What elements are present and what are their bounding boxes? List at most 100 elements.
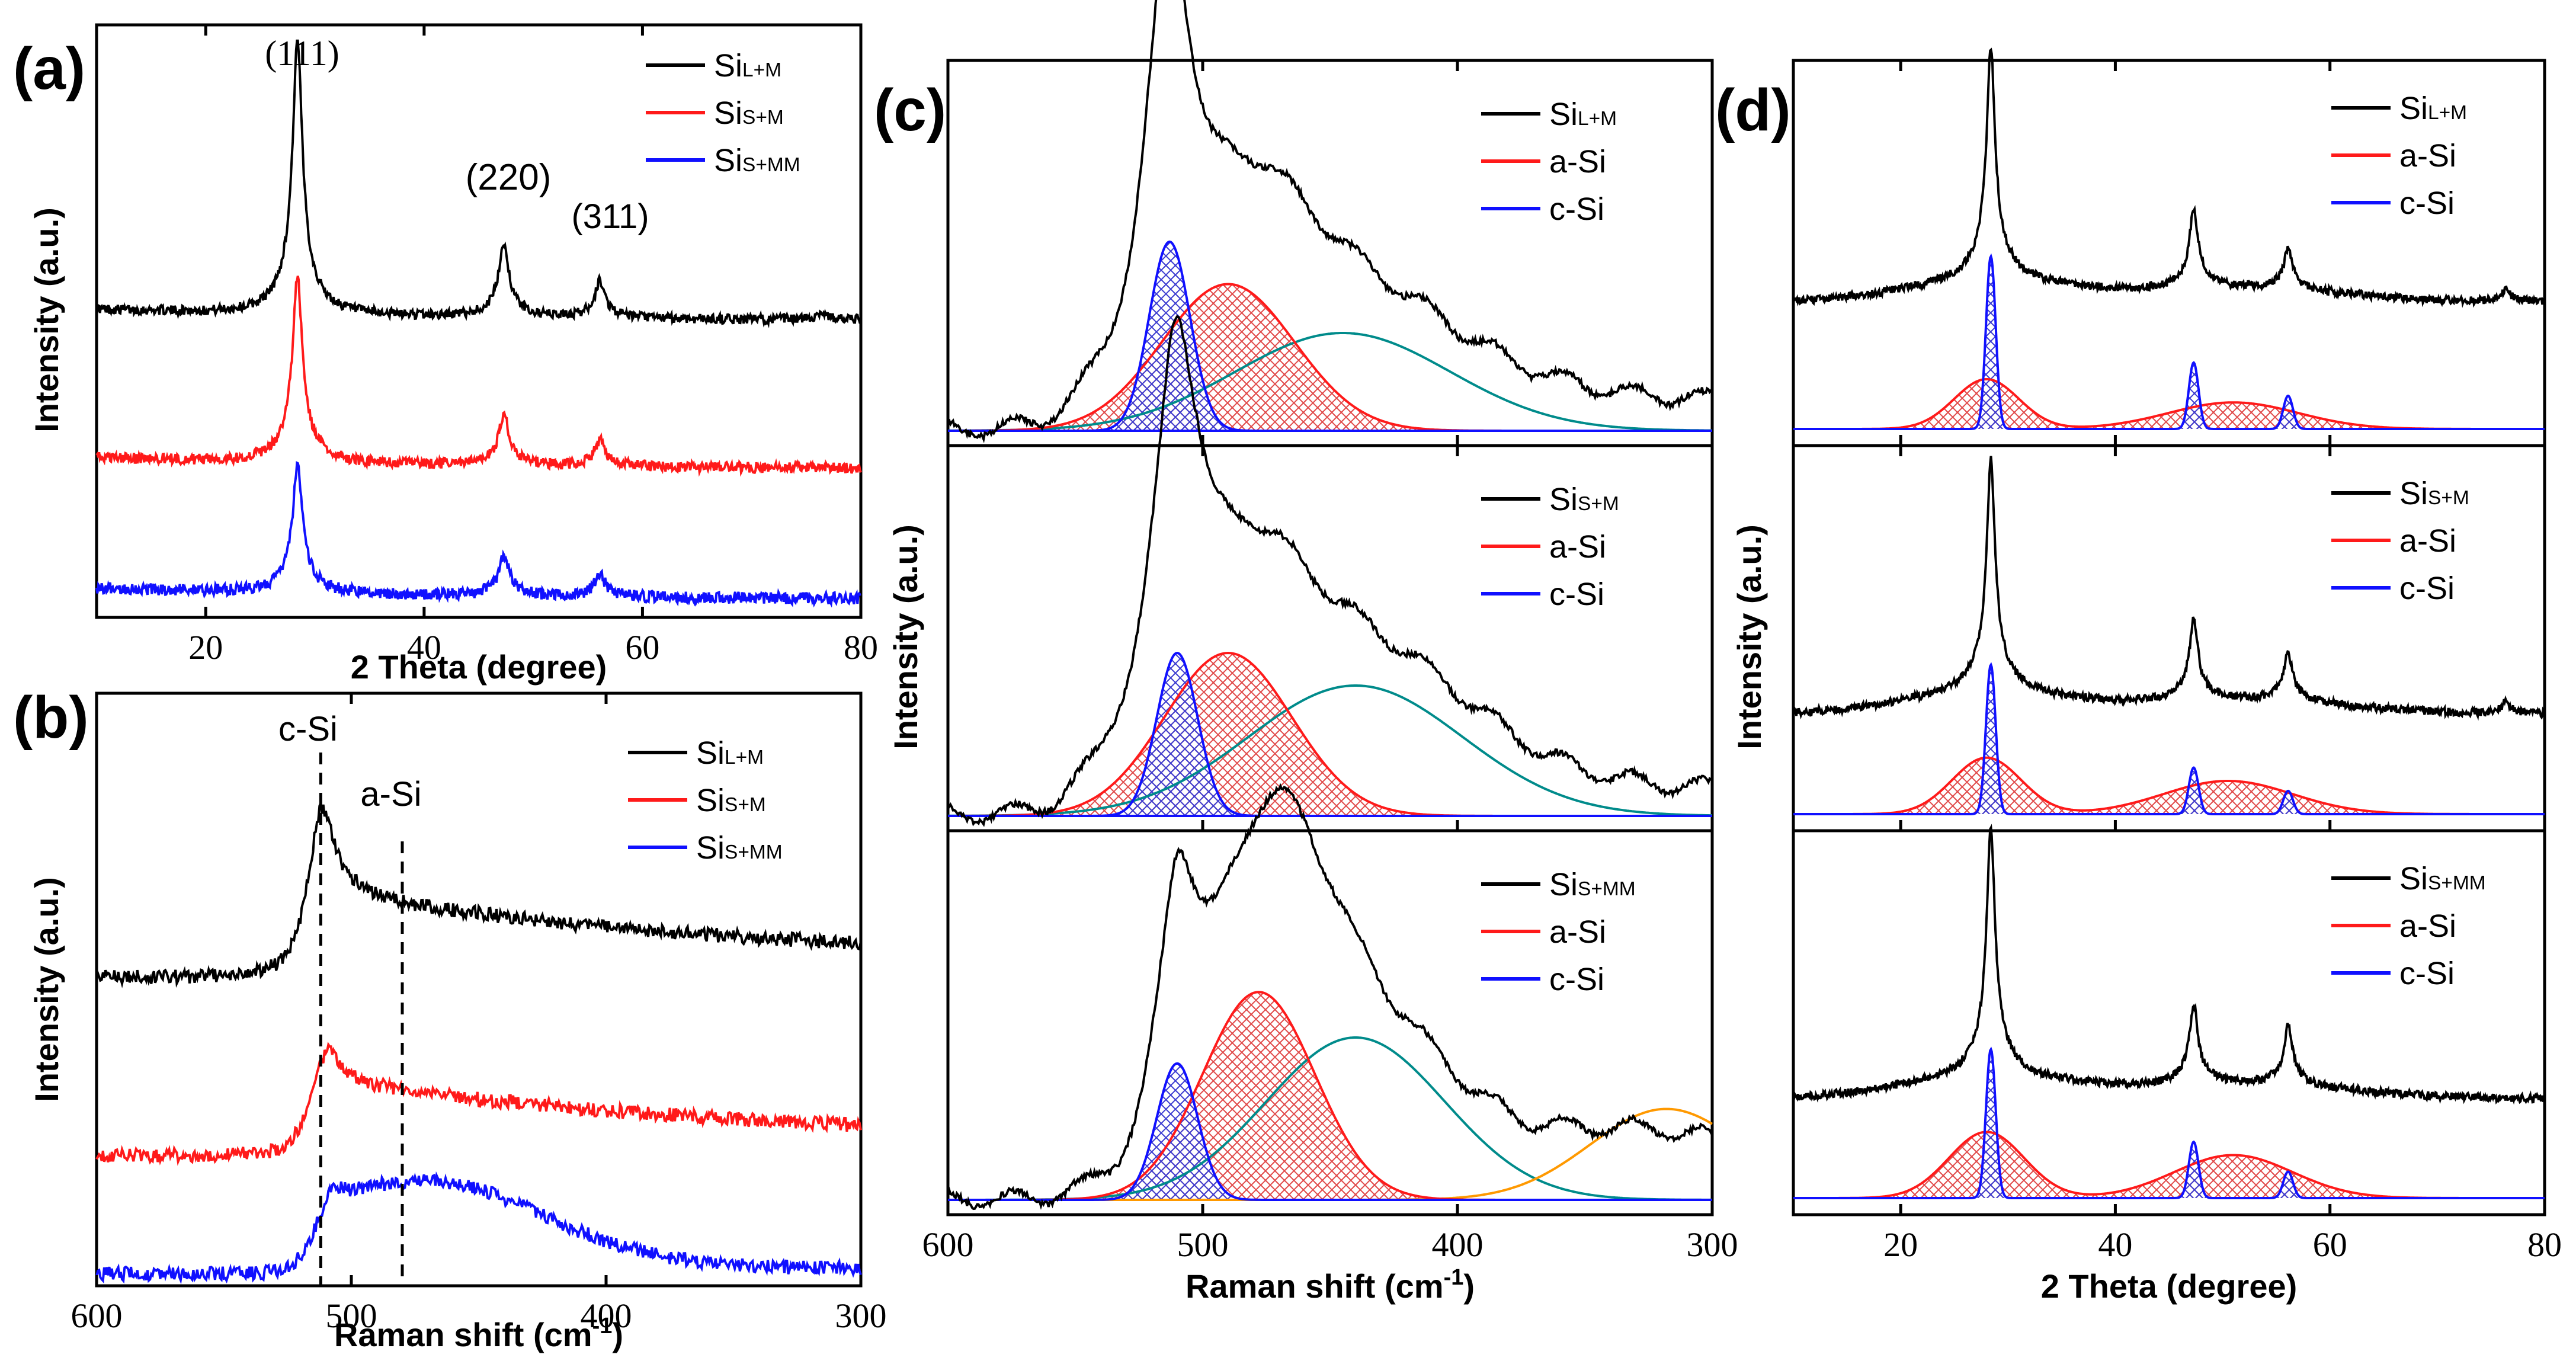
c-ticklabel-300: 300: [1687, 1225, 1738, 1264]
panel-c-ticks: 600 500 400 300: [922, 60, 1738, 1264]
panel-b-frame: [95, 691, 863, 1288]
legend-c-2-label-2: c-Si: [1549, 577, 1604, 612]
legend-a-label-0-base: Si: [714, 48, 742, 84]
legend-b-label-1-sub: S+M: [725, 794, 766, 816]
series-a-0: [95, 39, 862, 329]
legend-d-1-label-0-base: Si: [2399, 91, 2428, 126]
peak-label-111: (111): [265, 34, 339, 73]
panel-label-b: (b): [13, 684, 89, 751]
legend-b-label-2-sub: S+MM: [725, 841, 783, 863]
d-measured-1: [1792, 47, 2546, 308]
panel-b-series: [95, 798, 862, 1285]
peak-label-220: (220): [466, 157, 552, 198]
panel-d-ticks: 20 40 60 80: [1883, 60, 2562, 1264]
c-c-si-fit-3: [948, 1062, 1712, 1201]
panel-c-ylabel: Intensity (a.u.): [887, 524, 924, 750]
a-ticklabel-60: 60: [625, 628, 659, 667]
c-ticklabel-400: 400: [1432, 1225, 1484, 1264]
legend-b-label-0-base: Si: [696, 735, 725, 771]
c-teal-fit-2: [948, 684, 1712, 817]
marker-label-c-si: c-Si: [278, 710, 338, 748]
d-ticklabel-20: 20: [1883, 1225, 1918, 1264]
c-ticklabel-500: 500: [1177, 1225, 1229, 1264]
panel-a-series: [95, 39, 862, 608]
legend-a-label-1-base: Si: [714, 95, 742, 131]
legend-d-2-label-0: SiS+M: [2399, 476, 2469, 511]
legend-d-3-label-0: SiS+MM: [2399, 861, 2486, 896]
panel-c-xlabel: Raman shift (cm-1): [1186, 1265, 1475, 1305]
legend-c-1-label-0-base: Si: [1549, 97, 1578, 132]
d-ticklabel-40: 40: [2098, 1225, 2132, 1264]
legend-d-2-label-1: a-Si: [2399, 523, 2456, 559]
peak-label-311: (311): [571, 197, 649, 236]
panel-c-xlabel-end: ): [1463, 1267, 1475, 1305]
panel-a-xlabel: 2 Theta (degree): [351, 648, 607, 686]
d-measured-2: [1792, 456, 2546, 721]
b-ticklabel-300: 300: [835, 1296, 887, 1335]
d-a-si-fill-3: [1793, 1132, 2545, 1198]
panel-d-subplot-1: SiL+M a-Si c-Si: [1792, 47, 2546, 430]
d-ticklabel-80: 80: [2527, 1225, 2562, 1264]
series-b-1: [95, 1042, 862, 1166]
d-c-si-fit-1: [1793, 253, 2545, 430]
series-b-2: [95, 1171, 862, 1285]
legend-c-1-label-0: SiL+M: [1549, 97, 1617, 132]
panel-c-subplot-1: SiL+M a-Si c-Si: [947, 0, 1713, 444]
panel-c: SiL+Ma-Sic-SiSiS+Ma-Sic-SiSiS+MMa-Sic-Si…: [887, 0, 1738, 1305]
panel-label-d: (d): [1715, 77, 1791, 143]
series-a-1: [95, 276, 862, 477]
panel-b: 600 500 400 300 c-Si a-Si SiL+MSiS+MSiS+MM …: [28, 691, 887, 1353]
legend-c-2-label-0-base: Si: [1549, 482, 1578, 517]
legend-b-label-0: SiL+M: [696, 735, 764, 771]
legend-d-3-label-0-base: Si: [2399, 861, 2428, 896]
panel-a: 20 40 60 80 (111) (220) (311) SiL+MSiS+MSiS…: [28, 23, 878, 686]
legend-d-3-label-1: a-Si: [2399, 908, 2456, 944]
b-ticklabel-400: 400: [581, 1296, 632, 1335]
panel-d-xlabel: 2 Theta (degree): [2041, 1267, 2298, 1305]
legend-c-3-label-0: SiS+MM: [1549, 867, 1636, 902]
panel-d-subplot-3: SiS+MM a-Si c-Si: [1792, 824, 2546, 1199]
panel-label-a: (a): [13, 36, 85, 102]
d-c-si-fit-2: [1793, 662, 2545, 815]
panel-c-xlabel-sup: -1: [1444, 1265, 1464, 1290]
legend-c-1-label-2: c-Si: [1549, 191, 1604, 227]
legend-d-2-label-0-base: Si: [2399, 476, 2428, 511]
legend-c-2-label-0: SiS+M: [1549, 482, 1619, 517]
legend-c-3-label-2: c-Si: [1549, 962, 1604, 997]
legend-a-label-0-sub: L+M: [742, 59, 781, 81]
legend-c-2-label-0-sub: S+M: [1578, 493, 1619, 515]
legend-d-2-label-2: c-Si: [2399, 571, 2455, 606]
b-ticklabel-600: 600: [71, 1296, 123, 1335]
c-c-si-fit-2: [948, 651, 1712, 817]
legend-c-3-label-0-base: Si: [1549, 867, 1578, 902]
c-teal-fit-1: [948, 332, 1712, 432]
marker-label-a-si: a-Si: [360, 775, 421, 814]
legend-c-1-label-1: a-Si: [1549, 144, 1606, 180]
d-measured-3: [1792, 824, 2546, 1105]
c-a-si-fill-2: [948, 653, 1712, 816]
panel-b-xlabel-end: ): [612, 1316, 623, 1353]
panel-d-ylabel: Intensity (a.u.): [1731, 524, 1768, 750]
panel-b-ticks: 600 500 400 300: [71, 693, 887, 1335]
c-c-si-fill-1: [948, 242, 1712, 431]
c-measured-3: [947, 783, 1713, 1211]
panel-b-ylabel: Intensity (a.u.): [28, 877, 65, 1102]
legend-a-label-1: SiS+M: [714, 95, 784, 131]
c-c-si-fit-1: [948, 240, 1712, 432]
legend-b-label-1-base: Si: [696, 783, 725, 818]
legend-b-label-0-sub: L+M: [725, 747, 764, 769]
legend-a-label-1-sub: S+M: [742, 107, 784, 129]
panel-b-xlabel: Raman shift (cm-1): [334, 1314, 623, 1353]
a-ticklabel-40: 40: [407, 628, 441, 667]
panel-d: SiL+Ma-Sic-SiSiS+Ma-Sic-SiSiS+MMa-Sic-Si…: [1731, 47, 2562, 1305]
panel-label-c: (c): [874, 77, 946, 143]
legend-b-label-2-base: Si: [696, 830, 725, 866]
a-ticklabel-20: 20: [188, 628, 223, 667]
c-measured-2: [947, 315, 1713, 827]
c-measured-1: [947, 0, 1713, 444]
c-ticklabel-600: 600: [922, 1225, 974, 1264]
series-b-0: [95, 798, 862, 988]
panel-a-ylabel: Intensity (a.u.): [28, 207, 65, 433]
